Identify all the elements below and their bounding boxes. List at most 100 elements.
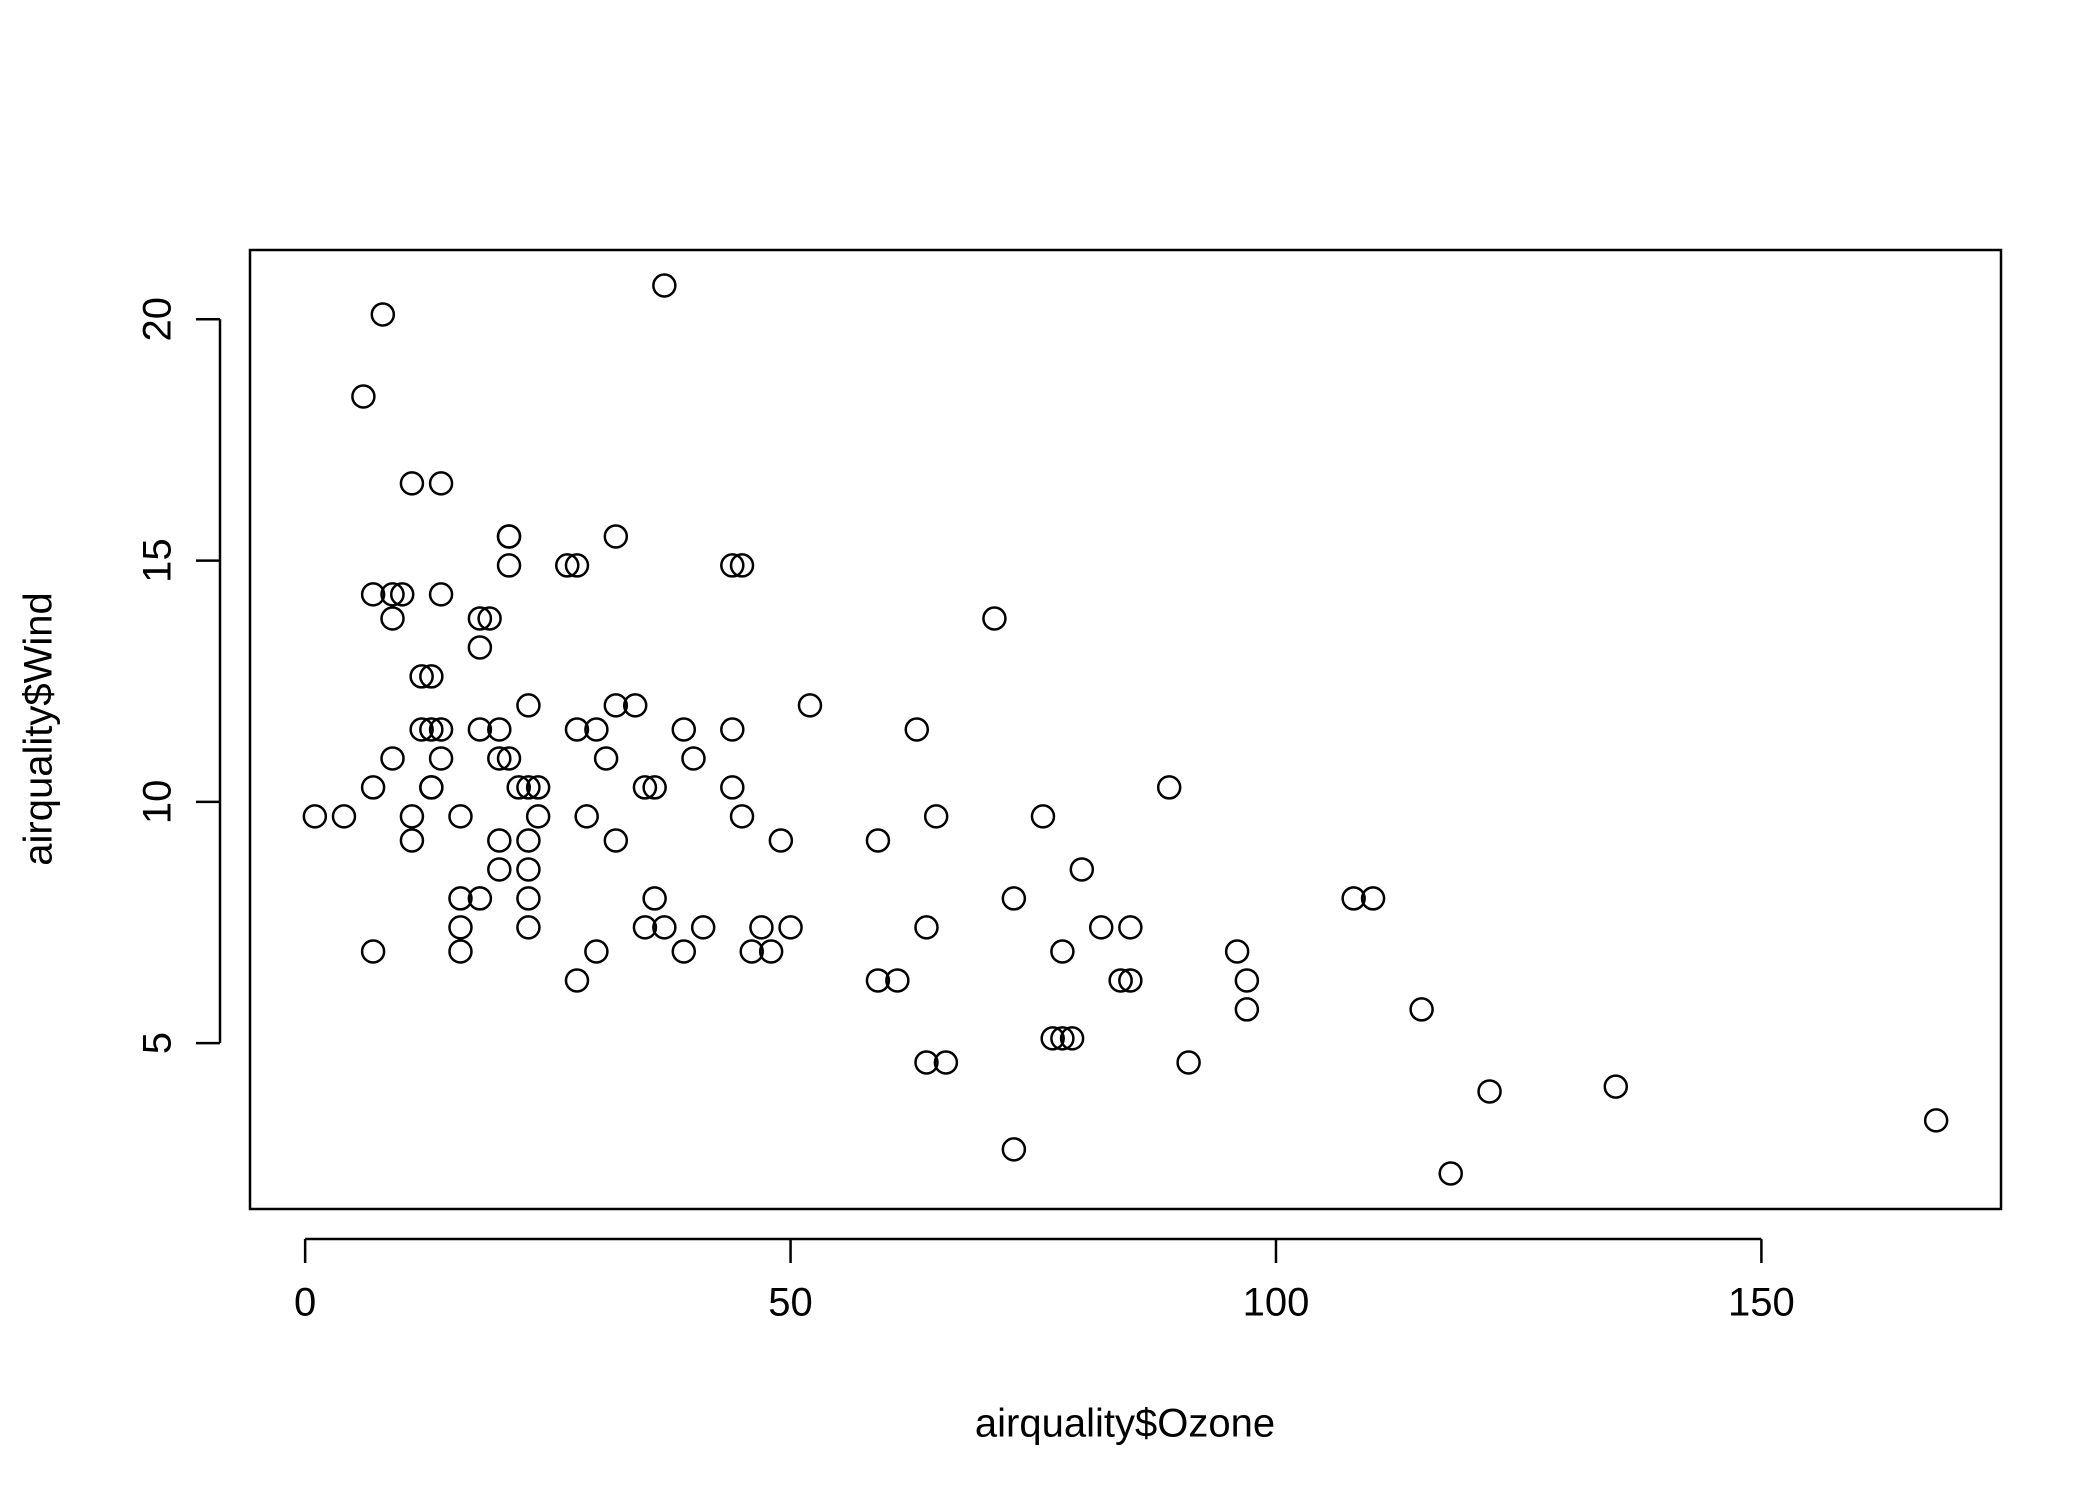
point	[564, 968, 590, 993]
x-tick-label: 100	[1243, 1281, 1310, 1325]
point	[360, 939, 386, 964]
point	[1224, 939, 1250, 964]
point	[1234, 997, 1260, 1022]
point	[729, 804, 755, 829]
point	[914, 915, 939, 940]
point	[1603, 1074, 1629, 1099]
y-tick-label: 5	[136, 1032, 180, 1054]
point	[1040, 1026, 1065, 1051]
point	[1923, 1108, 1949, 1133]
point	[720, 717, 745, 742]
point	[1176, 1050, 1201, 1075]
point	[1118, 915, 1143, 940]
point	[1059, 1026, 1085, 1051]
point	[720, 775, 745, 800]
point	[467, 606, 493, 631]
point	[642, 775, 667, 800]
point	[419, 664, 444, 689]
x-tick-label: 0	[294, 1281, 316, 1325]
point	[758, 939, 784, 964]
point	[487, 746, 512, 771]
point	[1156, 775, 1182, 800]
point	[419, 775, 444, 800]
point	[331, 804, 357, 829]
point	[739, 939, 764, 964]
point	[496, 524, 522, 549]
point	[797, 693, 823, 718]
point	[652, 273, 677, 298]
point	[593, 746, 619, 771]
point	[448, 939, 473, 964]
point	[885, 968, 910, 993]
x-tick-label: 150	[1728, 1281, 1795, 1325]
y-tick-label: 10	[136, 780, 180, 825]
point	[1438, 1161, 1463, 1186]
point	[448, 804, 473, 829]
y-axis-label: airquality$Wind	[17, 592, 61, 865]
point	[603, 828, 629, 853]
point	[360, 775, 386, 800]
point	[351, 384, 376, 409]
point	[399, 804, 425, 829]
point	[380, 582, 405, 607]
point	[904, 717, 930, 742]
point	[632, 775, 658, 800]
point	[1341, 886, 1366, 911]
point	[642, 886, 667, 911]
point	[1001, 1137, 1027, 1162]
point	[448, 886, 473, 911]
x-axis-label: airquality$Ozone	[975, 1402, 1275, 1446]
point	[1108, 968, 1133, 993]
point	[555, 553, 580, 578]
point	[564, 553, 590, 578]
point	[419, 717, 444, 742]
point	[516, 886, 541, 911]
point	[302, 804, 328, 829]
point	[516, 828, 541, 853]
point	[467, 886, 493, 911]
point	[409, 664, 434, 689]
point	[428, 471, 454, 496]
point	[933, 1050, 959, 1075]
point	[487, 857, 512, 882]
y-tick-label: 20	[136, 297, 180, 342]
point	[671, 717, 697, 742]
point	[622, 693, 648, 718]
point	[632, 915, 658, 940]
point	[428, 717, 454, 742]
point	[487, 828, 512, 853]
point	[399, 471, 425, 496]
plot-box	[248, 248, 2003, 1211]
point	[1050, 1026, 1075, 1051]
point	[525, 775, 551, 800]
point	[1409, 997, 1434, 1022]
point	[729, 553, 755, 578]
point	[603, 524, 629, 549]
point	[1001, 886, 1027, 911]
point	[1477, 1079, 1502, 1104]
point	[428, 582, 454, 607]
point	[1050, 939, 1075, 964]
point	[778, 915, 803, 940]
point	[1069, 857, 1095, 882]
point	[865, 828, 891, 853]
point	[1234, 968, 1260, 993]
point	[652, 915, 677, 940]
point	[389, 582, 415, 607]
point	[720, 553, 745, 578]
point	[681, 746, 706, 771]
point	[506, 775, 531, 800]
point	[380, 746, 405, 771]
point	[564, 717, 590, 742]
point	[982, 606, 1007, 631]
point	[1360, 886, 1386, 911]
point	[1118, 968, 1143, 993]
point	[584, 717, 609, 742]
point	[448, 915, 473, 940]
point	[380, 606, 405, 631]
point	[360, 582, 386, 607]
point	[603, 693, 629, 718]
point	[914, 1050, 939, 1075]
